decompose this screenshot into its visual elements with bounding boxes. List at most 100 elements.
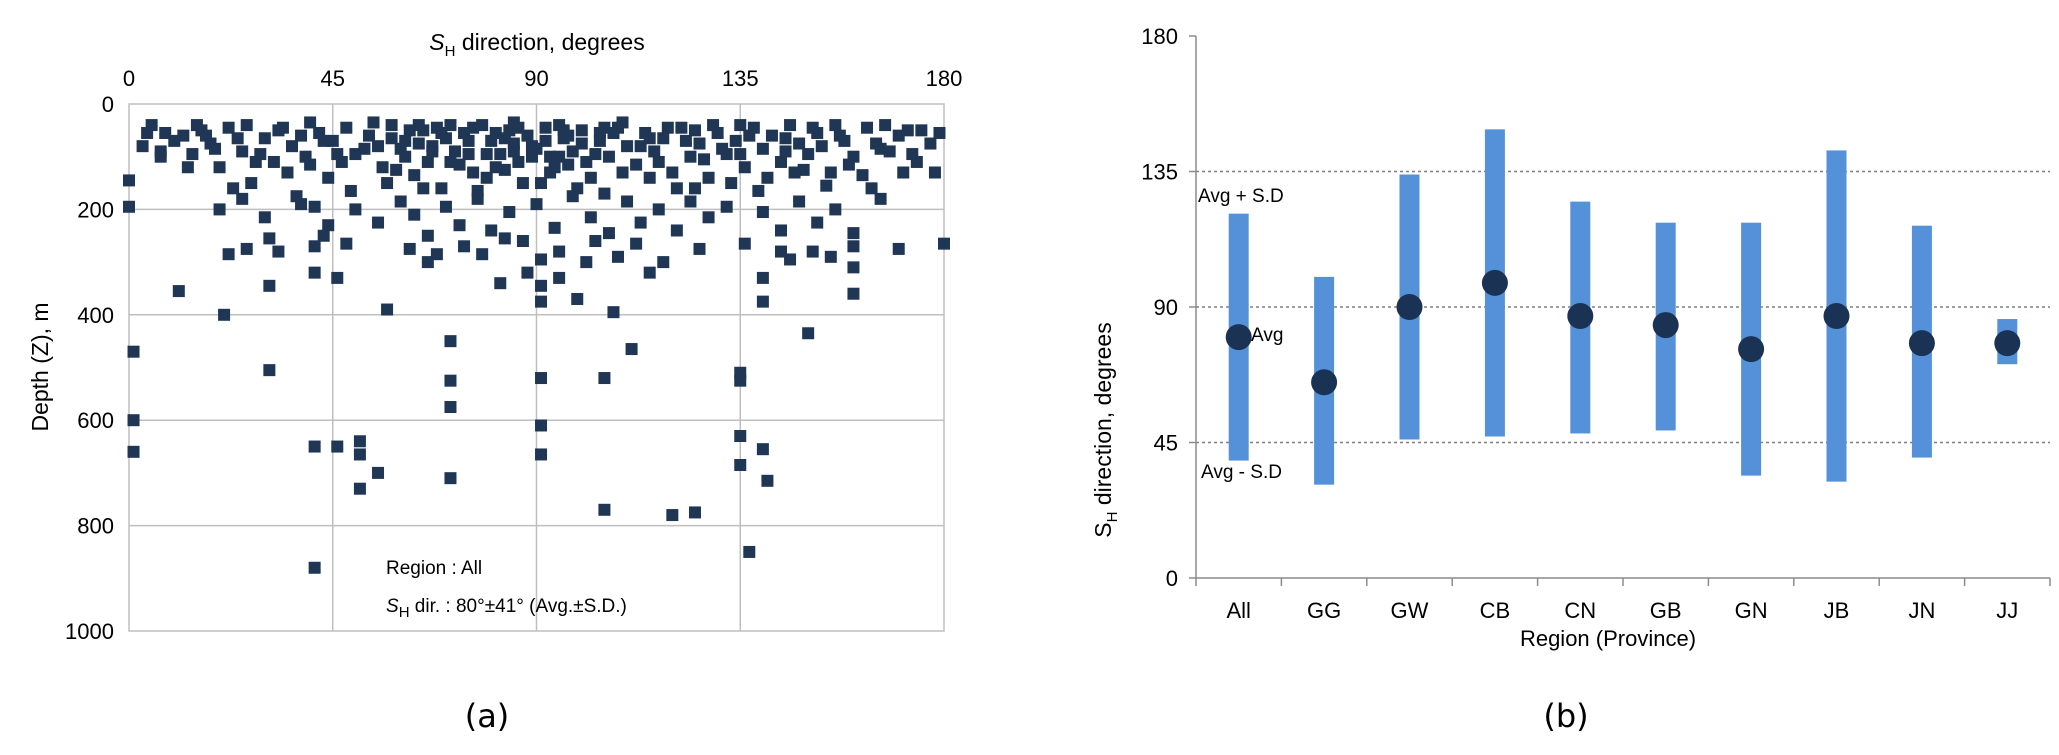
chart-a-point [476,248,489,261]
chart-a-point [738,237,751,250]
chart-a-x-axis-label: SH direction, degrees [429,29,644,60]
chart-a-point [154,145,167,158]
chart-a-point [779,145,792,158]
chart-a-point [186,148,199,161]
chart-a-point [707,119,720,132]
chart-a-point [168,134,181,147]
chart-a-point [602,150,615,163]
chart-a-point [756,206,769,219]
chart-a-point [535,279,548,292]
chart-a-point [326,134,339,147]
chart-a-point [231,132,244,145]
chart-a-point [901,124,914,137]
chart-a-point [553,245,566,258]
chart-a-point [897,166,910,179]
chart-a-point [643,266,656,279]
chart-a-point [444,374,457,387]
chart-a-point [847,240,860,253]
chart-b-avg-markers [1225,269,2021,396]
chart-a-point [824,166,837,179]
chart-a-point [485,224,498,237]
chart-b-y-tick-label: 180 [1141,24,1178,49]
chart-a-point [648,145,661,158]
chart-a-point [240,242,253,255]
chart-a-point [444,155,457,168]
chart-a-point [127,445,140,458]
chart-a-point [412,119,425,132]
chart-a-point [394,195,407,208]
chart-a-point [494,277,507,290]
chart-a-point [304,158,317,171]
chart-a-point [829,119,842,132]
chart-a-point [684,195,697,208]
chart-a-point [657,256,670,269]
chart-b-x-ticks: All GG GW CB CN GB GN JB JN JJ [1226,598,2018,623]
chart-b-annotation-avg: Avg [1251,325,1283,346]
chart-a-point [829,203,842,216]
chart-b-x-tick-label: GN [1735,598,1768,623]
chart-b-avg-dot [1738,336,1765,363]
chart-a-point [630,237,643,250]
chart-b-y-tick-label: 0 [1166,566,1178,591]
chart-b-avg-dot [1908,330,1935,357]
chart-a-point [222,248,235,261]
chart-a-point [381,177,394,190]
chart-a-point [539,121,552,134]
chart-a-point [734,430,747,443]
chart-a-point [444,335,457,348]
chart-a-point [358,142,371,155]
chart-a-point [525,150,538,163]
chart-a-y-tick-label: 200 [77,197,114,222]
chart-a-point [833,129,846,142]
chart-a-point [372,466,385,479]
chart-a-point [761,474,774,487]
chart-a-point [123,200,135,213]
chart-a-point [693,137,706,150]
chart-a-point [462,148,475,161]
chart-a-point [254,148,267,161]
chart-a-point [245,177,258,190]
chart-a-point [353,448,366,461]
chart-a-y-tick-label: 800 [77,514,114,539]
chart-a-point [218,308,231,321]
chart-a-point [684,150,697,163]
chart-a-y-axis-label: Depth (Z), m [27,302,53,431]
chart-a-point [788,166,801,179]
chart-a-point [263,364,276,377]
chart-a-point [272,245,285,258]
chart-a-point [367,116,380,129]
chart-a-point [634,216,647,229]
chart-a-point [670,182,683,195]
chart-a-point [743,545,756,558]
chart-a-point [521,266,534,279]
chart-a-point [775,245,787,258]
chart-a-point [236,192,249,205]
chart-a-point [616,166,629,179]
chart-a-point [775,224,787,237]
chart-a-point [476,119,489,132]
chart-a-point [213,161,226,174]
chart-a-point [498,163,511,176]
chart-a-point [494,148,507,161]
chart-a-point [557,124,570,137]
chart-a-point [317,134,330,147]
chart-a-point [521,129,534,142]
chart-a-annotation: Region : All SH dir. : 80°±41° (Avg.±S.D… [386,558,627,621]
chart-a-point [856,169,869,182]
chart-a-x-tick-label: 0 [123,66,135,91]
chart-a-point [209,142,222,155]
chart-a-point [340,237,353,250]
chart-a-point [503,206,516,219]
chart-a-point [535,253,548,266]
chart-a-point [679,134,692,147]
chart-a-point [372,140,385,153]
chart-a-point [453,158,466,171]
chart-a-point [498,132,511,145]
chart-a-point [535,177,548,190]
chart-a-point [331,271,344,284]
chart-a-point [426,145,439,158]
chart-a-point [421,229,434,242]
chart-b-avg-dot [1481,269,1508,296]
chart-a-point [743,129,756,142]
